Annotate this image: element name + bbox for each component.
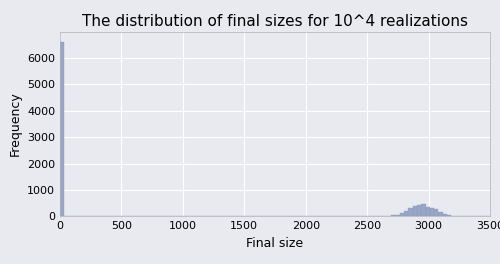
Bar bbox=[438, 212, 442, 216]
Bar bbox=[447, 215, 452, 216]
Bar bbox=[442, 214, 447, 216]
Bar bbox=[417, 205, 421, 216]
Bar bbox=[434, 209, 438, 216]
Title: The distribution of final sizes for 10^4 realizations: The distribution of final sizes for 10^4… bbox=[82, 14, 468, 29]
Bar bbox=[404, 211, 408, 216]
Bar bbox=[421, 204, 426, 216]
X-axis label: Final size: Final size bbox=[246, 237, 304, 250]
Bar bbox=[412, 206, 417, 216]
Bar bbox=[426, 207, 430, 216]
Bar bbox=[60, 42, 64, 216]
Bar bbox=[408, 208, 412, 216]
Bar bbox=[430, 208, 434, 216]
Bar bbox=[391, 215, 396, 216]
Bar bbox=[400, 213, 404, 216]
Bar bbox=[396, 215, 400, 216]
Y-axis label: Frequency: Frequency bbox=[8, 92, 22, 157]
